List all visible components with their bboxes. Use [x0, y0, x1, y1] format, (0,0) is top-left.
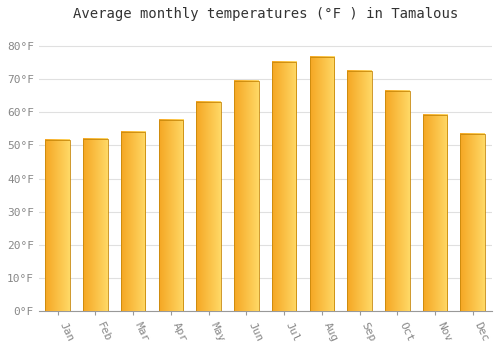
Bar	[460, 134, 485, 312]
Bar	[272, 62, 296, 312]
Bar	[310, 57, 334, 312]
Title: Average monthly temperatures (°F ) in Tamalous: Average monthly temperatures (°F ) in Ta…	[72, 7, 458, 21]
Bar	[385, 91, 409, 312]
Bar	[46, 140, 70, 312]
Bar	[83, 139, 108, 312]
Bar	[422, 116, 447, 312]
Bar	[234, 80, 258, 312]
Bar	[158, 120, 183, 312]
Bar	[121, 132, 146, 312]
Bar	[348, 71, 372, 312]
Bar	[196, 102, 221, 312]
